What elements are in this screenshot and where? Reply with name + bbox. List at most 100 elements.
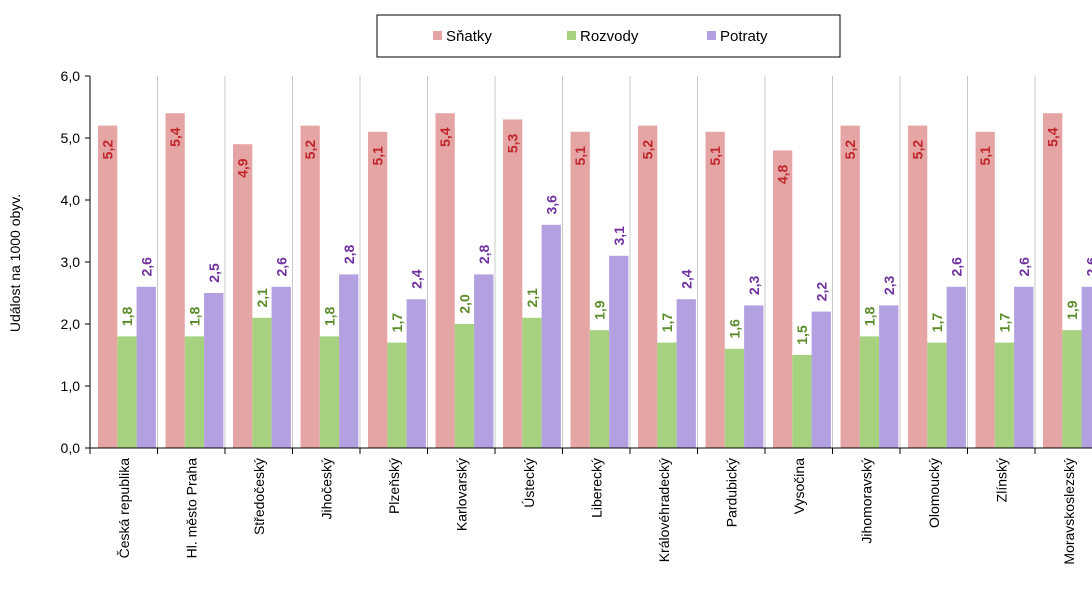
data-label: 2,8 bbox=[341, 244, 357, 264]
bar-Sňatky-3 bbox=[300, 125, 320, 448]
legend-entry: Rozvody bbox=[580, 28, 639, 45]
bar-Potraty-1 bbox=[204, 293, 224, 448]
bar-Potraty-10 bbox=[811, 311, 831, 448]
bar-Potraty-9 bbox=[744, 305, 764, 448]
bar-Sňatky-1 bbox=[165, 113, 185, 448]
data-label: 5,4 bbox=[1045, 127, 1061, 147]
data-label: 5,4 bbox=[167, 127, 183, 147]
bar-Sňatky-2 bbox=[233, 144, 253, 448]
data-label: 5,3 bbox=[505, 133, 521, 153]
bar-Potraty-8 bbox=[676, 299, 696, 448]
category-label: Středočeský bbox=[251, 458, 267, 535]
data-label: 2,6 bbox=[1083, 257, 1092, 277]
y-axis-label: Událost na 1000 obyv. bbox=[7, 194, 23, 332]
bar-Rozvody-4 bbox=[387, 342, 407, 448]
bar-Rozvody-8 bbox=[657, 342, 677, 448]
bar-Rozvody-0 bbox=[117, 336, 137, 448]
legend-frame bbox=[376, 14, 841, 58]
data-label: 2,1 bbox=[254, 288, 270, 308]
data-label: 2,8 bbox=[476, 244, 492, 264]
bar-Potraty-4 bbox=[406, 299, 426, 448]
data-label: 1,9 bbox=[1064, 300, 1080, 320]
bar-Rozvody-14 bbox=[1062, 330, 1082, 448]
category-label: Jihočeský bbox=[318, 458, 334, 519]
legend-swatch bbox=[433, 31, 442, 40]
category-label: Jihomoravský bbox=[858, 458, 874, 544]
data-label: 1,5 bbox=[794, 325, 810, 345]
bar-Rozvody-12 bbox=[927, 342, 947, 448]
data-label: 1,8 bbox=[321, 306, 337, 326]
data-label: 2,3 bbox=[746, 275, 762, 295]
bar-Sňatky-5 bbox=[435, 113, 455, 448]
data-label: 2,3 bbox=[881, 275, 897, 295]
data-label: 2,6 bbox=[948, 257, 964, 277]
bar-Potraty-6 bbox=[541, 224, 561, 448]
data-label: 5,2 bbox=[302, 140, 318, 160]
y-tick-label: 6,0 bbox=[61, 68, 81, 84]
y-tick-label: 0,0 bbox=[61, 440, 81, 456]
data-label: 2,5 bbox=[206, 263, 222, 283]
data-label: 5,1 bbox=[572, 146, 588, 166]
data-label: 1,7 bbox=[929, 313, 945, 333]
bar-Sňatky-14 bbox=[1043, 113, 1063, 448]
data-label: 5,1 bbox=[707, 146, 723, 166]
data-label: 5,2 bbox=[842, 140, 858, 160]
data-label: 1,7 bbox=[389, 313, 405, 333]
y-tick-label: 5,0 bbox=[61, 130, 81, 146]
data-label: 5,1 bbox=[977, 146, 993, 166]
bar-Potraty-11 bbox=[879, 305, 899, 448]
y-tick-label: 2,0 bbox=[61, 316, 81, 332]
data-label: 2,1 bbox=[524, 288, 540, 308]
bar-Potraty-5 bbox=[474, 274, 494, 448]
category-label: Plzeňský bbox=[386, 458, 402, 514]
data-label: 1,6 bbox=[726, 319, 742, 339]
bar-Rozvody-5 bbox=[454, 324, 475, 448]
bar-Sňatky-12 bbox=[908, 125, 928, 448]
bar-Rozvody-2 bbox=[252, 317, 272, 448]
data-label: 1,8 bbox=[186, 306, 202, 326]
bar-Rozvody-1 bbox=[184, 336, 205, 448]
bar-Sňatky-9 bbox=[705, 131, 725, 449]
bar-Sňatky-0 bbox=[98, 125, 118, 448]
data-label: 2,2 bbox=[813, 282, 829, 302]
bar-Rozvody-3 bbox=[319, 336, 340, 448]
bar-Sňatky-7 bbox=[570, 131, 590, 449]
bar-Rozvody-11 bbox=[859, 336, 880, 448]
legend-entry: Potraty bbox=[720, 28, 768, 45]
plot-area: 0,0 1,0 2,0 3,0 4,0 5,0 6,0 5,2 5,4 4,9 5,2 5,1 5,4 5… bbox=[61, 68, 1092, 565]
bar-Potraty-7 bbox=[609, 255, 629, 448]
data-label: 3,1 bbox=[611, 226, 627, 246]
bar-Sňatky-6 bbox=[503, 119, 523, 449]
legend: Sňatky Rozvody Potraty bbox=[376, 14, 841, 58]
y-tick-label: 4,0 bbox=[61, 192, 81, 208]
data-label: 5,1 bbox=[370, 146, 386, 166]
data-label: 4,8 bbox=[775, 164, 791, 184]
data-label: 2,4 bbox=[678, 269, 694, 289]
category-label: Hl. město Praha bbox=[183, 458, 199, 559]
data-label: 2,6 bbox=[1016, 257, 1032, 277]
data-label: 1,9 bbox=[591, 300, 607, 320]
legend-entry: Sňatky bbox=[446, 28, 492, 45]
bar-Sňatky-4 bbox=[368, 131, 388, 449]
data-label: 2,6 bbox=[138, 257, 154, 277]
category-label: Pardubický bbox=[723, 458, 739, 527]
data-label: 2,6 bbox=[273, 257, 289, 277]
bar-Potraty-2 bbox=[271, 286, 291, 448]
legend-swatch bbox=[567, 31, 576, 40]
bar-Potraty-3 bbox=[339, 274, 359, 448]
data-label: 4,9 bbox=[235, 158, 251, 178]
bar-Rozvody-6 bbox=[522, 317, 542, 448]
bar-Potraty-13 bbox=[1014, 286, 1034, 448]
bar-Rozvody-9 bbox=[724, 348, 745, 448]
category-label: Královéhradecký bbox=[656, 458, 672, 562]
data-label: 3,6 bbox=[543, 195, 559, 215]
category-label: Zlínský bbox=[993, 458, 1009, 502]
category-label: Liberecký bbox=[588, 458, 604, 518]
data-label: 1,8 bbox=[861, 306, 877, 326]
category-label: Karlovarský bbox=[453, 458, 469, 531]
bar-Potraty-12 bbox=[946, 286, 966, 448]
category-label: Česká republika bbox=[116, 458, 132, 559]
category-label: Moravskoslezský bbox=[1061, 458, 1077, 565]
data-label: 1,7 bbox=[659, 313, 675, 333]
